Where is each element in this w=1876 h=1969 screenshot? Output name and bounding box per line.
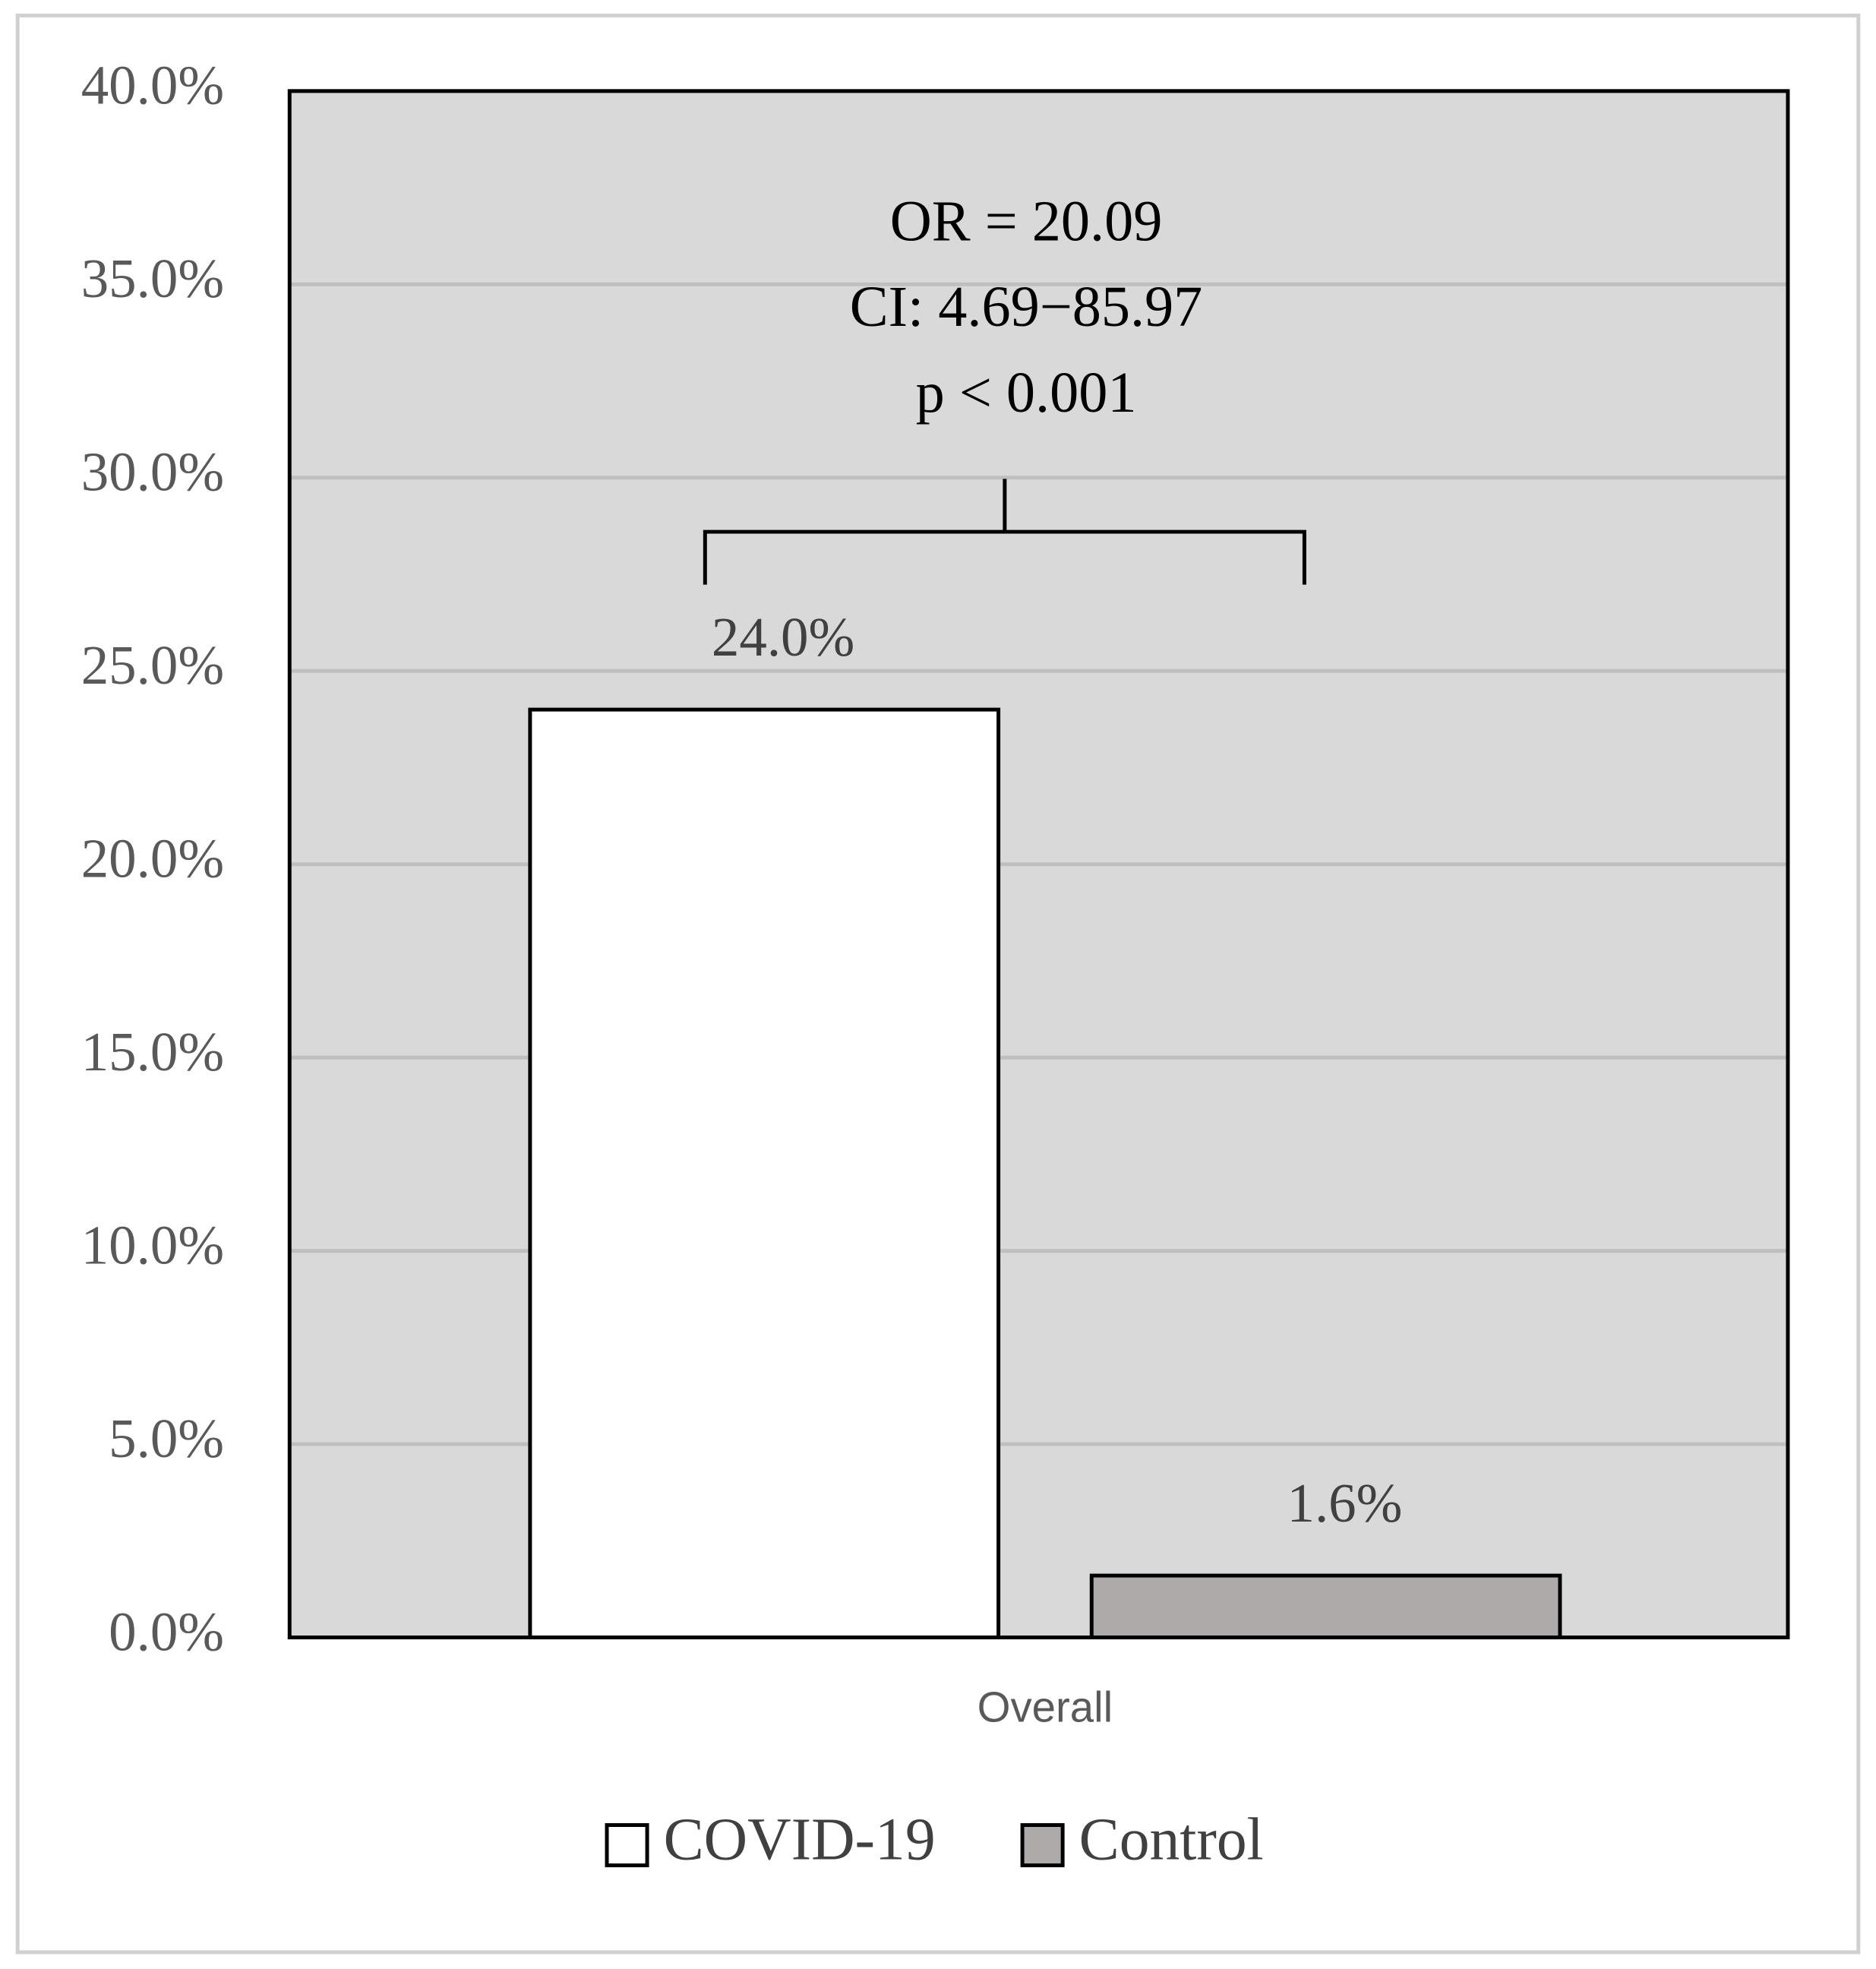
plot-border	[287, 89, 1790, 1640]
y-tick-label: 25.0%	[81, 634, 224, 696]
annotation: OR = 20.09	[890, 189, 1163, 253]
legend-swatch	[1020, 1823, 1065, 1868]
value-label: 1.6%	[1287, 1472, 1402, 1534]
y-tick-label: 0.0%	[109, 1601, 224, 1662]
y-tick-label: 20.0%	[81, 827, 224, 889]
y-tick-label: 5.0%	[109, 1408, 224, 1469]
y-tick-label: 15.0%	[81, 1021, 224, 1082]
annotation: p < 0.001	[916, 361, 1137, 425]
y-tick-label: 30.0%	[81, 441, 224, 503]
annotation: CI: 4.69−85.97	[850, 275, 1203, 339]
legend-swatch	[605, 1823, 649, 1868]
significance-bracket	[703, 479, 1306, 585]
bar	[528, 707, 1001, 1640]
legend-label: COVID-19	[664, 1806, 936, 1873]
y-tick-label: 40.0%	[81, 55, 224, 116]
bar	[1089, 1573, 1562, 1640]
value-label: 24.0%	[712, 606, 854, 668]
y-tick-label: 10.0%	[81, 1214, 224, 1275]
x-tick-label: Overall	[977, 1683, 1113, 1731]
y-tick-label: 35.0%	[81, 248, 224, 309]
legend-label: Control	[1079, 1806, 1264, 1873]
